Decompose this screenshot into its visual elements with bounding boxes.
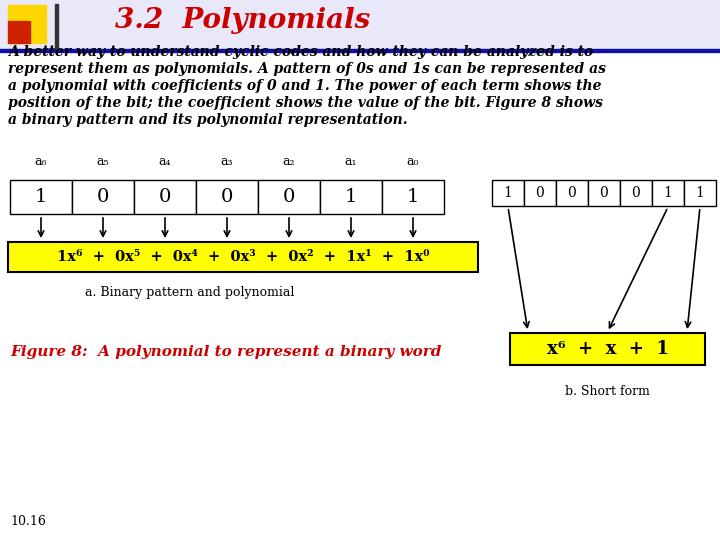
Bar [8,21,30,43]
Bar [382,180,444,214]
Bar [8,5,46,43]
Bar [0,0,720,50]
Bar [684,180,716,206]
Text: 1: 1 [696,186,704,200]
Bar [8,242,478,272]
Text: a₅: a₅ [96,155,109,168]
Text: 0: 0 [221,188,233,206]
Bar [196,180,258,214]
Bar [0,49,720,52]
Text: a₁: a₁ [345,155,357,168]
Text: a. Binary pattern and polynomial: a. Binary pattern and polynomial [85,286,294,299]
Text: a polynomial with coefficients of 0 and 1. The power of each term shows the: a polynomial with coefficients of 0 and … [8,79,601,93]
Text: A better way to understand cyclic codes and how they can be analyzed is to: A better way to understand cyclic codes … [8,45,593,59]
Text: position of the bit; the coefficient shows the value of the bit. Figure 8 shows: position of the bit; the coefficient sho… [8,96,603,110]
Text: b. Short form: b. Short form [564,385,649,398]
Text: 1x⁶  +  0x⁵  +  0x⁴  +  0x³  +  0x²  +  1x¹  +  1x⁰: 1x⁶ + 0x⁵ + 0x⁴ + 0x³ + 0x² + 1x¹ + 1x⁰ [57,250,429,264]
Text: a binary pattern and its polynomial representation.: a binary pattern and its polynomial repr… [8,113,408,127]
Text: 0: 0 [536,186,544,200]
Bar [510,333,705,365]
Text: Figure 8:  A polynomial to represent a binary word: Figure 8: A polynomial to represent a bi… [10,345,441,359]
Bar [72,180,134,214]
Text: 0: 0 [600,186,608,200]
Text: a₂: a₂ [283,155,295,168]
Bar [320,180,382,214]
Text: 1: 1 [407,188,419,206]
Text: 3.2  Polynomials: 3.2 Polynomials [115,6,370,33]
Text: x⁶  +  x  +  1: x⁶ + x + 1 [546,340,668,358]
Bar [652,180,684,206]
Text: 1: 1 [664,186,672,200]
Bar [620,180,652,206]
Text: 1: 1 [35,188,48,206]
Text: 10.16: 10.16 [10,515,46,528]
Text: 0: 0 [96,188,109,206]
Text: 1: 1 [503,186,513,200]
Text: 1: 1 [345,188,357,206]
Bar [55,4,58,48]
Text: a₄: a₄ [158,155,171,168]
Text: represent them as polynomials. A pattern of 0s and 1s can be represented as: represent them as polynomials. A pattern… [8,62,606,76]
Text: 0: 0 [567,186,577,200]
Text: 0: 0 [159,188,171,206]
Bar [588,180,620,206]
Text: a₃: a₃ [221,155,233,168]
Bar [556,180,588,206]
Text: 0: 0 [631,186,640,200]
Bar [258,180,320,214]
Bar [134,180,196,214]
Text: a₀: a₀ [407,155,419,168]
Text: 0: 0 [283,188,295,206]
Bar [492,180,524,206]
Bar [10,180,72,214]
Text: a₆: a₆ [35,155,48,168]
Bar [524,180,556,206]
